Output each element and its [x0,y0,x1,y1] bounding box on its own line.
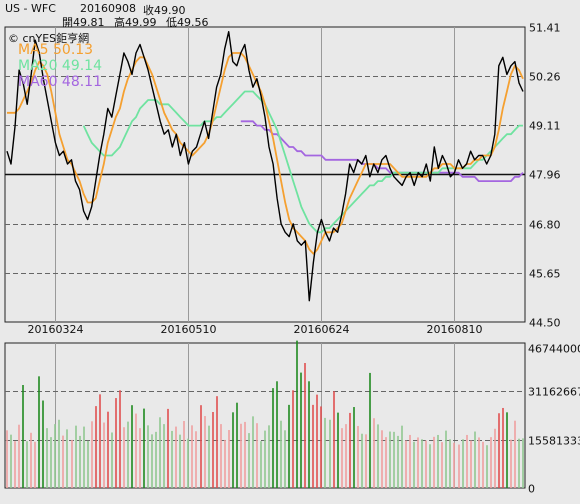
brand-label: © cnYES鉅亨網 [8,32,90,45]
high-label: 高49.99 [114,16,157,29]
volume-tick-label: 15581333 [528,435,580,448]
x-tick-label: 20160624 [294,323,350,336]
open-label: 開49.81 [62,16,105,29]
volume-tick-label: 31162667 [528,386,580,399]
ma20-legend: MA20 49.14 [18,58,102,74]
price-tick-label: 46.80 [529,219,561,232]
x-tick-label: 20160324 [28,323,84,336]
ma5-legend: MA5 50.13 [18,42,94,58]
close-label: 收49.90 [143,4,186,17]
price-tick-label: 44.50 [529,317,561,330]
date-label: 20160908 [80,2,136,15]
price-tick-label: 45.65 [529,268,561,281]
ma60-legend: MA60 48.11 [18,74,102,90]
price-tick-label: 49.11 [529,120,561,133]
ma60-line [240,120,524,182]
volume-tick-label: 0 [528,483,535,496]
price-line [6,31,524,302]
x-tick-label: 20160810 [427,323,483,336]
symbol-label: US - WFC [5,2,56,15]
low-label: 低49.56 [166,16,209,29]
price-tick-label: 47.96 [529,169,561,182]
ma20-line [82,90,523,234]
price-tick-label: 50.26 [529,71,561,84]
volume-tick-label: 46744000 [528,343,580,356]
price-tick-label: 51.41 [529,22,561,35]
x-tick-label: 20160510 [161,323,217,336]
